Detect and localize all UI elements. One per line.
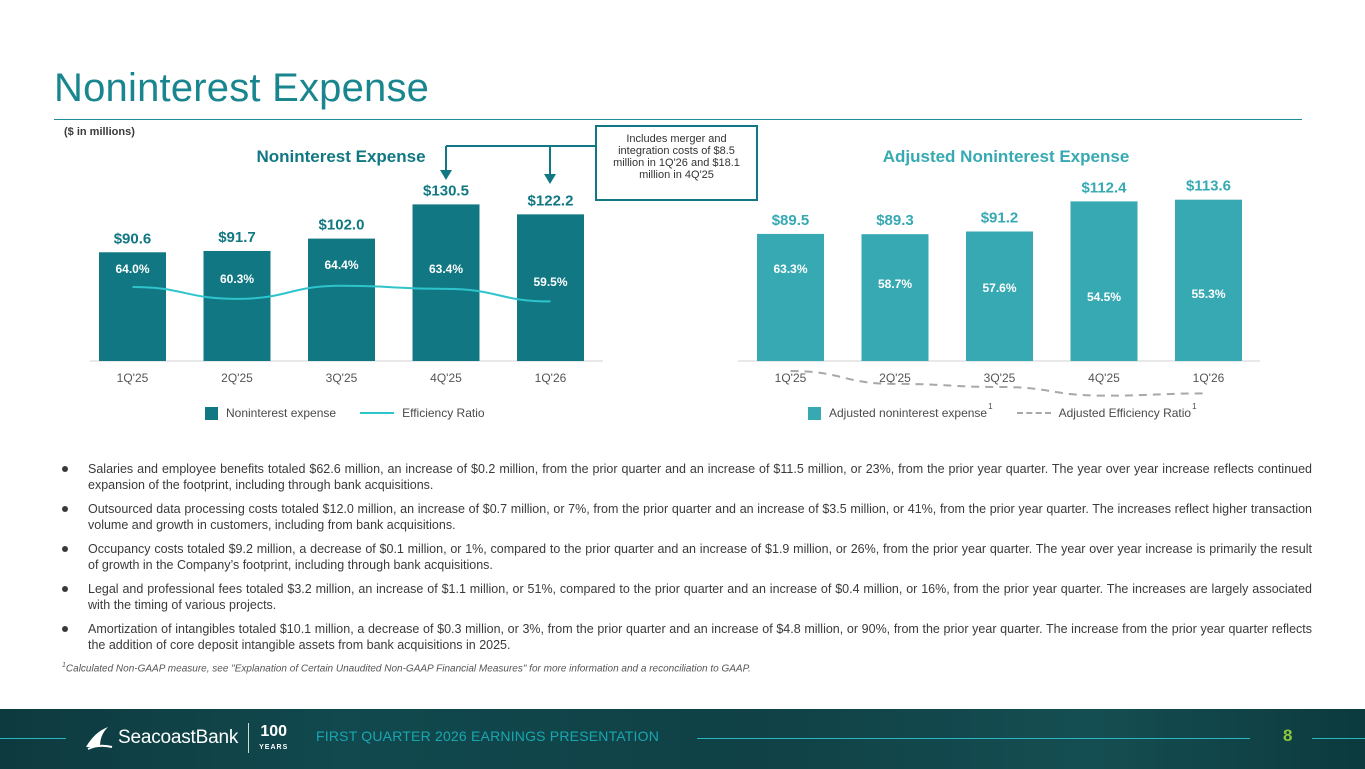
bar <box>861 234 929 361</box>
callout-arrowhead-4q25 <box>440 170 452 180</box>
legend-label-efficiency-ratio: Efficiency Ratio <box>402 406 485 420</box>
footer-bar: SeacoastBank 100 YEARS FIRST QUARTER 202… <box>0 709 1365 769</box>
x-tick-label: 3Q'25 <box>984 371 1016 385</box>
bar-value-label: $89.5 <box>772 212 810 229</box>
bar <box>1070 201 1138 361</box>
years-number: 100 <box>260 722 288 740</box>
charts-canvas: Noninterest Expense $90.6 1Q'25 $91.7 2Q'25 $… <box>90 145 1260 397</box>
x-tick-label: 1Q'25 <box>775 371 807 385</box>
bar <box>308 238 375 361</box>
bar <box>99 252 166 361</box>
x-tick-label: 1Q'26 <box>1193 371 1225 385</box>
bar-value-label: $91.2 <box>981 209 1019 226</box>
x-tick-label: 1Q'25 <box>117 371 149 385</box>
legend-label-adjusted-expense: Adjusted noninterest expense <box>829 406 988 420</box>
title-divider <box>54 119 1302 120</box>
merger-costs-callout: Includes merger and integration costs of… <box>595 125 758 201</box>
legend-footnote-marker: 1 <box>1192 401 1197 411</box>
bullet-text: Amortization of intangibles totaled $10.… <box>88 622 1312 652</box>
commentary-list: Salaries and employee benefits totaled $… <box>62 461 1312 661</box>
callout-arrowhead-1q26 <box>544 174 556 184</box>
bar-value-label: $89.3 <box>876 212 914 229</box>
bar <box>517 214 584 361</box>
x-tick-label: 2Q'25 <box>221 371 253 385</box>
efficiency-ratio-line <box>132 284 551 303</box>
bullet-legal-fees: Legal and professional fees totaled $3.2… <box>62 581 1312 613</box>
presentation-title: FIRST QUARTER 2026 EARNINGS PRESENTATION <box>316 728 660 744</box>
logo-wordmark: SeacoastBank <box>118 727 239 748</box>
seacoast-logo: SeacoastBank 100 YEARS <box>84 723 288 753</box>
legend-swatch-noninterest-expense <box>205 406 218 420</box>
bar-value-label: $122.2 <box>528 192 574 209</box>
x-tick-label: 1Q'26 <box>535 371 567 385</box>
page-number: 8 <box>1283 726 1293 745</box>
ratio-data-label: 64.0% <box>115 262 149 276</box>
bar-value-label: $112.4 <box>1081 179 1127 196</box>
legend-swatch-adjusted-expense <box>808 406 821 420</box>
ratio-data-label: 60.3% <box>220 272 254 286</box>
bar <box>966 231 1033 361</box>
bar-value-label: $90.6 <box>114 230 152 247</box>
footnote-text: Calculated Non-GAAP measure, see "Explan… <box>65 663 751 675</box>
bar <box>203 250 271 361</box>
left-chart-legend: Noninterest expense Efficiency Ratio <box>205 406 485 420</box>
bullet-occupancy: Occupancy costs totaled $9.2 million, a … <box>62 541 1312 573</box>
bullet-text: Outsourced data processing costs totaled… <box>88 502 1312 532</box>
chart-title: Noninterest Expense <box>256 147 425 166</box>
efficiency-ratio-line <box>790 370 1209 397</box>
units-note: ($ in millions) <box>64 126 135 138</box>
x-tick-label: 4Q'25 <box>1088 371 1120 385</box>
bullet-data-processing: Outsourced data processing costs totaled… <box>62 501 1312 533</box>
chart-title: Adjusted Noninterest Expense <box>883 147 1130 166</box>
bar <box>412 204 480 361</box>
ratio-data-label: 55.3% <box>1191 287 1225 301</box>
bullet-text: Legal and professional fees totaled $3.2… <box>88 582 1312 612</box>
legend-label-noninterest-expense: Noninterest expense <box>226 406 337 420</box>
bar-value-label: $91.7 <box>218 229 256 246</box>
legend-label-adjusted-efficiency: Adjusted Efficiency Ratio <box>1058 406 1192 420</box>
bar <box>1175 199 1242 361</box>
years-label: YEARS <box>259 743 289 751</box>
centennial-badge: 100 YEARS <box>259 722 289 753</box>
legend-line-adjusted-efficiency <box>1016 412 1051 414</box>
x-tick-label: 2Q'25 <box>879 371 911 385</box>
ratio-data-label: 58.7% <box>878 277 912 291</box>
ratio-data-label: 64.4% <box>324 258 358 272</box>
page-title: Noninterest Expense <box>54 66 430 110</box>
bar <box>757 233 824 361</box>
bullet-salaries: Salaries and employee benefits totaled $… <box>62 461 1312 493</box>
bar-value-label: $102.0 <box>319 217 365 234</box>
bullet-amortization: Amortization of intangibles totaled $10.… <box>62 621 1312 653</box>
right-chart-legend: Adjusted noninterest expense 1 Adjusted E… <box>808 402 1197 420</box>
x-tick-label: 4Q'25 <box>430 371 462 385</box>
footnote: 1Calculated Non-GAAP measure, see "Expla… <box>62 662 751 674</box>
x-tick-label: 3Q'25 <box>326 371 358 385</box>
ratio-data-label: 63.4% <box>429 262 463 276</box>
ratio-data-label: 59.5% <box>533 275 567 289</box>
footnote-marker: 1 <box>62 662 66 669</box>
ratio-data-label: 63.3% <box>773 262 807 276</box>
bullet-text: Occupancy costs totaled $9.2 million, a … <box>88 542 1312 572</box>
legend-footnote-marker: 1 <box>988 401 993 411</box>
ratio-data-label: 54.5% <box>1087 290 1121 304</box>
bar-value-label: $113.6 <box>1186 178 1231 195</box>
sail-icon <box>86 727 113 750</box>
bar-value-label: $130.5 <box>423 182 469 199</box>
bullet-text: Salaries and employee benefits totaled $… <box>88 462 1312 492</box>
ratio-data-label: 57.6% <box>982 281 1016 295</box>
legend-line-efficiency-ratio <box>360 412 395 414</box>
